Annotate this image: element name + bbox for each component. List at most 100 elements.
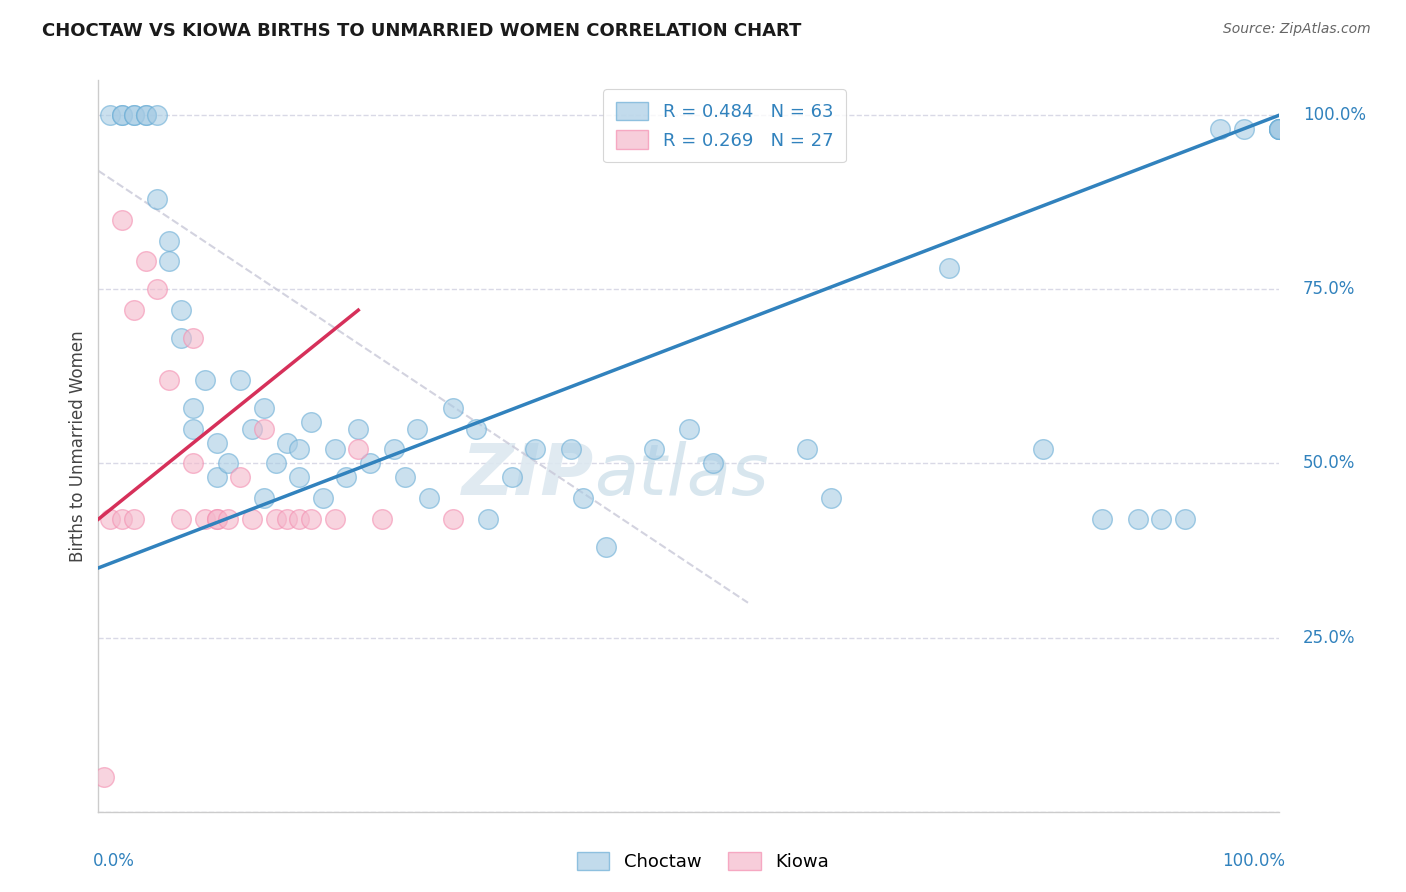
- Point: [1091, 512, 1114, 526]
- Point: [276, 512, 298, 526]
- Point: [170, 512, 193, 526]
- Point: [1126, 512, 1149, 526]
- Point: [170, 303, 193, 318]
- Text: 0.0%: 0.0%: [93, 852, 135, 870]
- Point: [1174, 512, 1197, 526]
- Point: [441, 401, 464, 415]
- Point: [382, 442, 405, 457]
- Point: [181, 331, 204, 345]
- Point: [347, 442, 370, 457]
- Point: [253, 421, 276, 435]
- Point: [323, 442, 346, 457]
- Point: [288, 512, 311, 526]
- Point: [560, 442, 582, 457]
- Legend: Choctaw, Kiowa: Choctaw, Kiowa: [569, 845, 837, 879]
- Text: Source: ZipAtlas.com: Source: ZipAtlas.com: [1223, 22, 1371, 37]
- Point: [288, 470, 311, 484]
- Point: [93, 770, 115, 784]
- Point: [312, 491, 335, 506]
- Point: [465, 421, 488, 435]
- Point: [1268, 122, 1291, 136]
- Point: [135, 108, 157, 122]
- Point: [441, 512, 464, 526]
- Text: CHOCTAW VS KIOWA BIRTHS TO UNMARRIED WOMEN CORRELATION CHART: CHOCTAW VS KIOWA BIRTHS TO UNMARRIED WOM…: [42, 22, 801, 40]
- Point: [157, 234, 180, 248]
- Y-axis label: Births to Unmarried Women: Births to Unmarried Women: [69, 330, 87, 562]
- Point: [229, 470, 252, 484]
- Point: [299, 512, 322, 526]
- Point: [98, 512, 121, 526]
- Point: [276, 435, 298, 450]
- Text: 25.0%: 25.0%: [1303, 629, 1355, 647]
- Text: 100.0%: 100.0%: [1222, 852, 1285, 870]
- Point: [135, 254, 157, 268]
- Point: [394, 470, 416, 484]
- Point: [253, 401, 276, 415]
- Point: [146, 282, 169, 296]
- Point: [240, 512, 263, 526]
- Point: [323, 512, 346, 526]
- Point: [111, 512, 134, 526]
- Point: [643, 442, 665, 457]
- Point: [111, 108, 134, 122]
- Point: [359, 457, 381, 471]
- Point: [157, 254, 180, 268]
- Point: [205, 435, 228, 450]
- Point: [170, 331, 193, 345]
- Text: atlas: atlas: [595, 441, 769, 509]
- Point: [181, 457, 204, 471]
- Point: [217, 512, 239, 526]
- Point: [194, 512, 217, 526]
- Point: [122, 108, 145, 122]
- Point: [1209, 122, 1232, 136]
- Point: [1268, 122, 1291, 136]
- Point: [157, 373, 180, 387]
- Point: [335, 470, 357, 484]
- Text: 50.0%: 50.0%: [1303, 454, 1355, 473]
- Point: [217, 457, 239, 471]
- Point: [111, 212, 134, 227]
- Point: [938, 261, 960, 276]
- Point: [524, 442, 547, 457]
- Point: [820, 491, 842, 506]
- Point: [1268, 122, 1291, 136]
- Point: [122, 303, 145, 318]
- Point: [98, 108, 121, 122]
- Legend: R = 0.484   N = 63, R = 0.269   N = 27: R = 0.484 N = 63, R = 0.269 N = 27: [603, 89, 846, 162]
- Point: [264, 457, 287, 471]
- Point: [240, 421, 263, 435]
- Point: [205, 470, 228, 484]
- Point: [253, 491, 276, 506]
- Point: [571, 491, 593, 506]
- Point: [146, 108, 169, 122]
- Point: [111, 108, 134, 122]
- Point: [181, 401, 204, 415]
- Text: ZIP: ZIP: [463, 441, 595, 509]
- Point: [205, 512, 228, 526]
- Text: 100.0%: 100.0%: [1303, 106, 1367, 124]
- Point: [501, 470, 523, 484]
- Point: [702, 457, 724, 471]
- Point: [477, 512, 499, 526]
- Point: [347, 421, 370, 435]
- Point: [288, 442, 311, 457]
- Point: [678, 421, 700, 435]
- Point: [796, 442, 818, 457]
- Point: [229, 373, 252, 387]
- Point: [122, 108, 145, 122]
- Point: [1032, 442, 1054, 457]
- Point: [1268, 122, 1291, 136]
- Point: [1268, 122, 1291, 136]
- Point: [418, 491, 440, 506]
- Point: [122, 512, 145, 526]
- Point: [194, 373, 217, 387]
- Point: [1233, 122, 1256, 136]
- Point: [181, 421, 204, 435]
- Point: [299, 415, 322, 429]
- Point: [1150, 512, 1173, 526]
- Point: [264, 512, 287, 526]
- Text: 75.0%: 75.0%: [1303, 280, 1355, 298]
- Point: [146, 192, 169, 206]
- Point: [205, 512, 228, 526]
- Point: [406, 421, 429, 435]
